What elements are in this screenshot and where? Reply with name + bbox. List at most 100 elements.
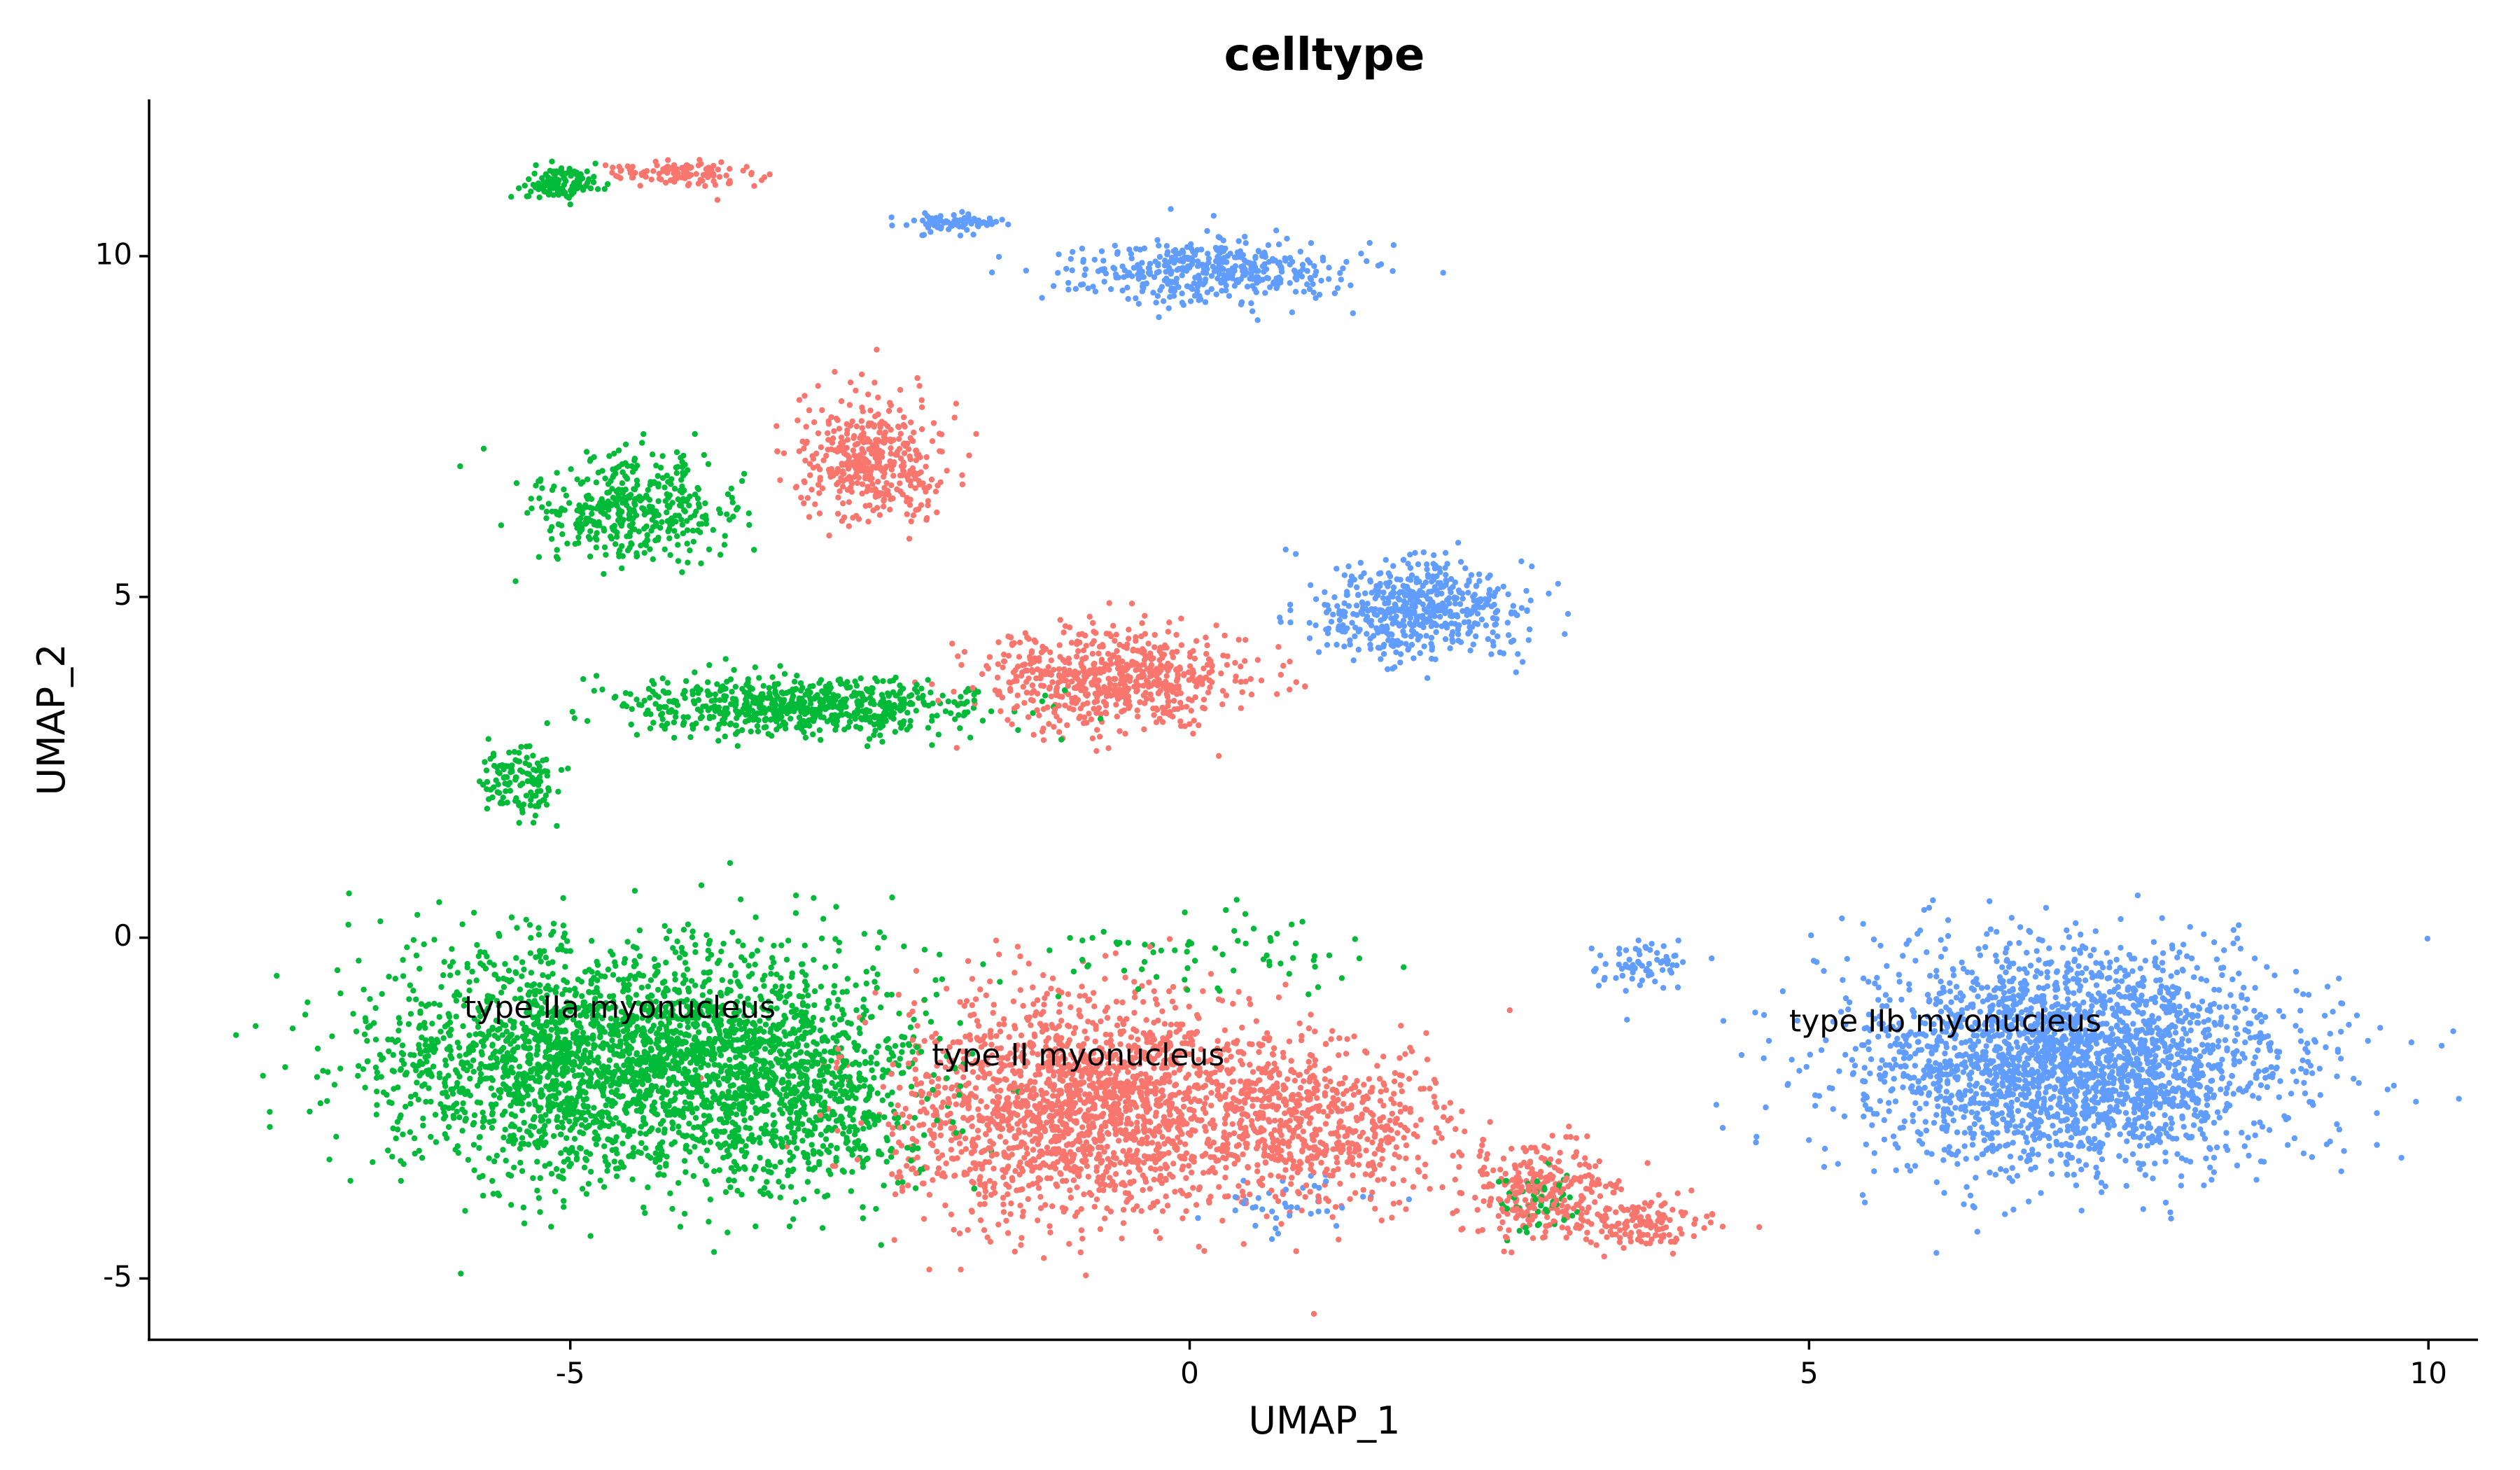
scatter-point-series-1 (1438, 1135, 1445, 1142)
scatter-point-series-0 (550, 920, 557, 927)
scatter-point-series-2 (2174, 1151, 2180, 1157)
scatter-point-series-1 (1475, 1228, 1481, 1235)
scatter-point-series-1 (1135, 1157, 1142, 1164)
scatter-point-series-2 (2106, 1063, 2112, 1070)
scatter-point-series-2 (1992, 952, 1999, 959)
scatter-point-series-1 (1264, 1030, 1270, 1037)
scatter-point-series-1 (1131, 1009, 1138, 1016)
scatter-point-series-1 (831, 428, 837, 435)
scatter-point-series-1 (1058, 1018, 1065, 1024)
scatter-point-series-0 (899, 1049, 905, 1056)
scatter-point-series-1 (1397, 1122, 1404, 1128)
scatter-point-series-1 (1077, 1249, 1084, 1256)
scatter-point-series-0 (591, 1105, 597, 1111)
scatter-point-series-1 (1604, 1234, 1610, 1240)
scatter-point-series-0 (767, 1060, 774, 1067)
scatter-point-series-1 (1096, 650, 1102, 657)
scatter-point-series-2 (1323, 609, 1330, 616)
scatter-point-series-0 (801, 1196, 807, 1203)
scatter-point-series-1 (1490, 1167, 1497, 1174)
scatter-point-series-2 (2293, 988, 2300, 994)
scatter-point-series-1 (1003, 1217, 1009, 1224)
scatter-point-series-2 (2285, 1142, 2291, 1148)
scatter-point-series-2 (1900, 953, 1906, 959)
scatter-point-series-0 (396, 1020, 403, 1026)
scatter-point-series-0 (1125, 939, 1132, 946)
scatter-point-series-0 (528, 934, 534, 941)
scatter-point-series-2 (1852, 1046, 1858, 1052)
scatter-point-series-0 (1089, 934, 1096, 941)
scatter-point-series-2 (1195, 258, 1201, 265)
scatter-point-series-0 (825, 997, 832, 1004)
scatter-point-series-1 (1140, 1159, 1147, 1166)
scatter-point-series-0 (692, 1144, 698, 1150)
scatter-point-series-1 (1389, 1110, 1396, 1117)
scatter-point-series-2 (1882, 1070, 1889, 1077)
scatter-point-series-2 (1765, 1037, 1772, 1044)
scatter-point-series-0 (702, 500, 708, 507)
scatter-point-series-1 (1549, 1133, 1555, 1139)
scatter-point-series-0 (1070, 968, 1077, 975)
scatter-point-series-2 (2168, 1126, 2174, 1132)
scatter-point-series-1 (929, 681, 935, 687)
scatter-point-series-1 (976, 1191, 982, 1198)
scatter-point-series-0 (728, 1165, 735, 1171)
scatter-point-series-1 (995, 951, 1002, 958)
scatter-point-series-0 (708, 951, 715, 958)
scatter-point-series-1 (838, 398, 845, 405)
scatter-point-series-2 (2134, 892, 2141, 899)
scatter-point-series-1 (938, 1104, 945, 1110)
scatter-point-series-1 (997, 1028, 1004, 1035)
scatter-point-series-1 (973, 430, 979, 438)
scatter-point-series-1 (1025, 714, 1032, 720)
scatter-point-series-0 (734, 715, 740, 722)
scatter-point-series-2 (1794, 1017, 1800, 1024)
scatter-point-series-1 (1161, 1114, 1168, 1120)
scatter-point-series-0 (765, 1015, 772, 1021)
scatter-point-series-1 (1140, 1186, 1146, 1194)
scatter-point-series-0 (884, 991, 890, 998)
scatter-point-series-1 (1166, 1149, 1172, 1156)
scatter-point-series-1 (1177, 699, 1184, 706)
scatter-point-series-2 (2153, 977, 2160, 983)
scatter-point-series-1 (1472, 1194, 1478, 1201)
scatter-point-series-0 (414, 911, 421, 918)
scatter-point-series-1 (1176, 1089, 1182, 1096)
scatter-point-series-0 (516, 1063, 523, 1070)
scatter-point-series-2 (1849, 1057, 1856, 1063)
scatter-point-series-0 (875, 1043, 881, 1050)
scatter-point-series-0 (883, 1037, 890, 1044)
scatter-point-series-0 (508, 914, 515, 920)
scatter-point-series-0 (657, 464, 664, 471)
scatter-point-series-0 (508, 194, 514, 200)
scatter-point-series-1 (994, 674, 1001, 681)
scatter-point-series-2 (2021, 1148, 2027, 1155)
scatter-point-series-0 (331, 1082, 338, 1088)
scatter-point-series-2 (1461, 619, 1468, 626)
scatter-point-series-0 (740, 1111, 747, 1117)
scatter-point-series-0 (944, 1075, 950, 1082)
scatter-point-series-0 (636, 927, 643, 934)
scatter-point-series-1 (1541, 1233, 1548, 1240)
scatter-point-series-1 (1014, 678, 1020, 684)
scatter-point-series-0 (774, 727, 780, 733)
scatter-point-series-2 (1971, 1121, 1977, 1128)
scatter-point-series-0 (669, 1205, 676, 1212)
scatter-point-series-1 (1410, 1184, 1417, 1190)
scatter-point-series-1 (953, 745, 960, 751)
scatter-point-series-0 (580, 1030, 587, 1036)
scatter-point-series-0 (608, 1016, 614, 1022)
scatter-point-series-0 (587, 1233, 594, 1239)
scatter-point-series-0 (680, 972, 687, 979)
scatter-point-series-2 (2093, 960, 2099, 966)
scatter-point-series-0 (845, 1035, 852, 1041)
scatter-point-series-1 (953, 400, 960, 407)
scatter-point-series-1 (637, 183, 643, 189)
scatter-point-series-2 (2079, 969, 2085, 976)
scatter-point-series-2 (1881, 1117, 1887, 1124)
scatter-point-series-0 (489, 1124, 495, 1131)
scatter-point-series-1 (1541, 1143, 1548, 1149)
scatter-point-series-0 (692, 430, 698, 438)
scatter-point-series-1 (1016, 654, 1023, 660)
scatter-point-series-1 (1422, 1173, 1428, 1180)
